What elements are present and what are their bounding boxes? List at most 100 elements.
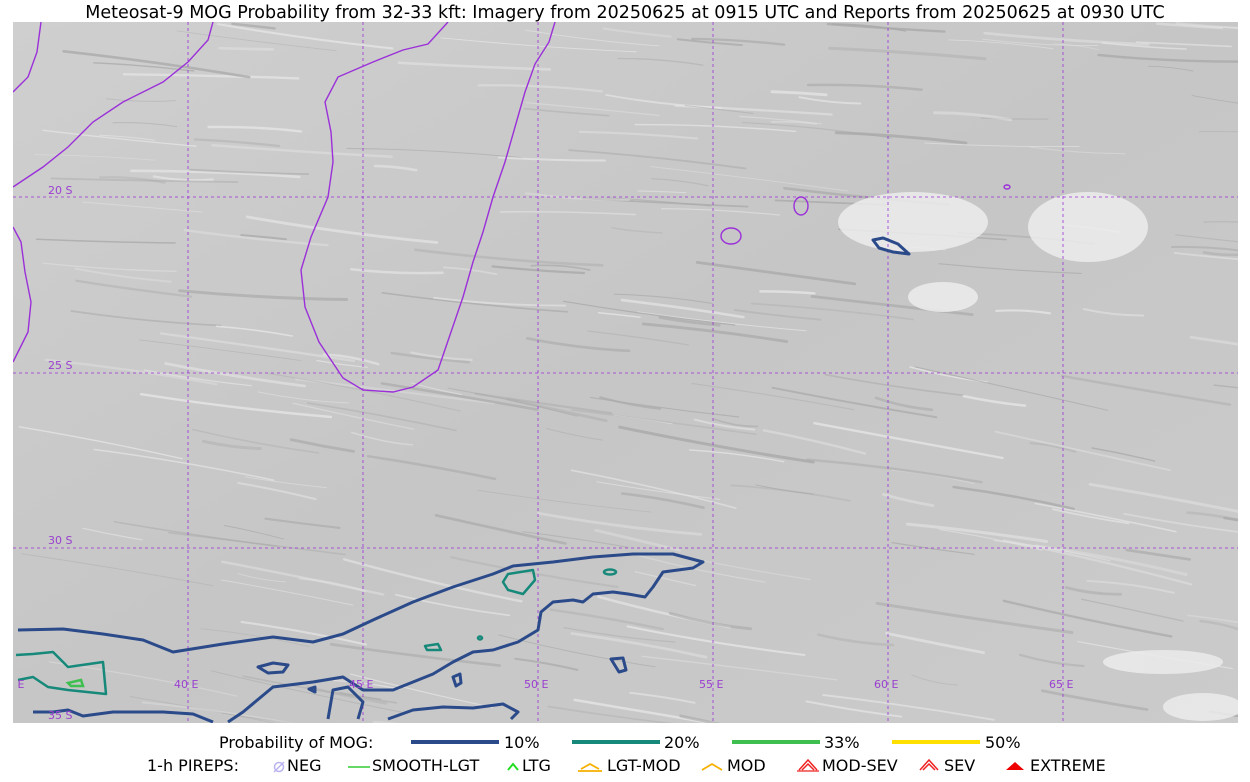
imagery-streak — [1034, 502, 1177, 533]
lat-label-25s: 25 S — [48, 359, 72, 372]
imagery-streak — [35, 238, 176, 244]
imagery-streak — [130, 169, 301, 179]
imagery-streak — [1175, 22, 1238, 30]
imagery-streak — [211, 143, 393, 158]
imagery-streak — [434, 514, 567, 545]
imagery-streak — [98, 134, 156, 141]
imagery-streak — [18, 426, 184, 460]
imagery-streak — [447, 387, 578, 417]
lon-label-55e: 55 E — [699, 678, 723, 691]
rodrigues-coastline — [1003, 184, 1011, 190]
imagery-streak — [1060, 374, 1232, 406]
imagery-streak — [237, 573, 286, 583]
imagery-streak — [570, 469, 737, 509]
imagery-streak — [1135, 41, 1232, 48]
graticule — [13, 22, 1238, 723]
imagery-streak — [218, 46, 275, 51]
sev-icon — [919, 758, 939, 771]
imagery-streak — [75, 279, 193, 298]
imagery-streak — [924, 142, 1080, 148]
smooth-lgt-label: SMOOTH-LGT — [372, 756, 480, 775]
imagery-streak — [1186, 511, 1238, 522]
imagery-streak — [193, 138, 281, 148]
imagery-streak — [875, 601, 1074, 634]
imagery-streak — [176, 30, 337, 52]
imagery-streak — [573, 698, 719, 723]
imagery-streak — [394, 593, 511, 617]
imagery-streak — [637, 190, 687, 194]
imagery-streak — [220, 579, 354, 606]
mauritius-coastline — [793, 196, 809, 216]
imagery-streak — [620, 492, 705, 509]
imagery-streak — [882, 493, 935, 507]
imagery-streak — [885, 631, 985, 654]
imagery-streak — [105, 98, 177, 102]
imagery-streak — [982, 38, 1099, 47]
imagery-streak — [1097, 53, 1238, 63]
imagery-streak — [1064, 586, 1122, 596]
imagery-streak — [713, 418, 759, 428]
imagery-streak — [139, 392, 333, 419]
imagery-streak — [874, 396, 934, 412]
imagery-streak — [620, 298, 745, 319]
africa-coastline — [13, 22, 214, 188]
imagery-streak — [750, 302, 914, 321]
smooth-lgt-icon — [348, 766, 370, 768]
imagery-streak — [759, 290, 816, 295]
imagery-streak — [891, 542, 975, 555]
imagery-streak — [48, 661, 238, 697]
imagery-streak — [1222, 27, 1238, 31]
prob-33-label: 33% — [824, 733, 860, 752]
imagery-streak — [563, 300, 736, 326]
imagery-streak — [594, 528, 681, 552]
imagery-streak — [939, 528, 1043, 551]
imagery-streak — [307, 402, 457, 432]
imagery-streak — [1202, 251, 1238, 257]
imagery-streak — [514, 657, 579, 671]
imagery-streak — [1086, 579, 1175, 594]
imagery-streak — [626, 625, 806, 657]
imagery-streak — [599, 396, 662, 410]
imagery-streak — [414, 248, 604, 267]
imagery-streak — [676, 38, 743, 47]
imagery-streak — [216, 23, 394, 50]
imagery-streak — [499, 210, 636, 216]
lon-label-60e: 60 E — [874, 678, 898, 691]
imagery-streak — [571, 409, 757, 436]
reunion-coastline — [720, 227, 742, 245]
imagery-streak — [641, 655, 838, 681]
imagery-streak — [433, 296, 567, 307]
satellite-map: 20 S 25 S 30 S 35 S 35 E 40 E 45 E 50 E … — [13, 22, 1238, 723]
imagery-streak — [141, 701, 295, 723]
pireps-legend-label: 1-h PIREPS: — [147, 756, 239, 775]
imagery-streak — [637, 311, 807, 332]
imagery-streak — [159, 332, 355, 363]
prob-20-swatch — [572, 740, 660, 744]
imagery-streak — [597, 311, 641, 319]
imagery-streak — [191, 428, 320, 454]
imagery-streak — [679, 714, 721, 723]
imagery-streak — [93, 62, 195, 72]
lgt-mod-label: LGT-MOD — [607, 756, 681, 775]
imagery-streak — [333, 679, 401, 690]
imagery-streak — [525, 29, 660, 47]
imagery-streak — [410, 351, 473, 362]
imagery-streak — [993, 539, 1111, 562]
imagery-streak — [164, 362, 306, 388]
imagery-streak — [549, 608, 664, 631]
map-title: Meteosat-9 MOG Probability from 32-33 kf… — [85, 3, 1165, 23]
imagery-streak — [42, 129, 197, 147]
imagery-streak — [50, 177, 239, 184]
imagery-streak — [952, 485, 1075, 511]
imagery-streak — [762, 429, 867, 455]
imagery-streak — [822, 694, 995, 721]
imagery-streak — [693, 418, 756, 431]
imagery-streak — [339, 692, 382, 700]
imagery-streak — [231, 22, 276, 30]
imagery-streak — [82, 527, 143, 541]
imagery-streak — [1041, 689, 1149, 711]
imagery-streak — [74, 267, 172, 283]
imagery-streak — [346, 147, 523, 159]
imagery-streak — [806, 83, 923, 91]
imagery-streak — [122, 73, 300, 80]
